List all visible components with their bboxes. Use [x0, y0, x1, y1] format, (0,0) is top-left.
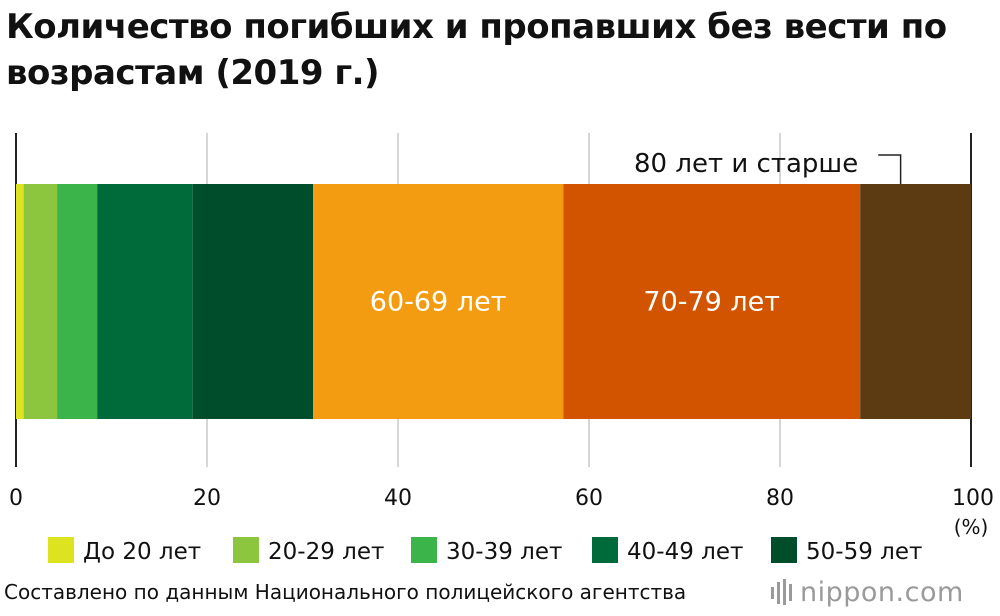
chart-title: Количество погибших и пропавших без вест… — [6, 7, 947, 93]
segment-label: 70-79 лет — [643, 287, 780, 318]
axis-unit: (%) — [954, 515, 989, 539]
legend-label: 50-59 лет — [806, 539, 922, 565]
legend-label: 20-29 лет — [268, 539, 384, 565]
segment-labels: 60-69 лет 70-79 лет 80 лет и старше — [370, 149, 902, 318]
legend: До 20 лет 20-29 лет 30-39 лет 40-49 лет 50-5… — [48, 537, 922, 565]
legend-swatch — [411, 537, 437, 563]
tick-label: 0 — [9, 486, 23, 511]
bar-segment — [23, 184, 58, 419]
bar-segments — [16, 184, 971, 419]
legend-label: 40-49 лет — [627, 539, 743, 565]
legend-swatch — [233, 537, 259, 563]
bar-segment — [57, 184, 98, 419]
legend-swatch — [48, 537, 74, 563]
brand-logo: nippon.com — [770, 576, 964, 608]
legend-label: До 20 лет — [83, 539, 201, 565]
legend-swatch — [592, 537, 618, 563]
tick-label: 40 — [384, 486, 412, 511]
bar-segment — [563, 184, 861, 419]
bar-segment — [313, 184, 564, 419]
x-axis-ticks: 0 20 40 60 80 100 (%) — [9, 486, 994, 539]
tick-label: 60 — [575, 486, 603, 511]
source-note: Составлено по данным Национального полиц… — [4, 580, 687, 604]
callout-label: 80 лет и старше — [634, 149, 858, 179]
bar-segment — [860, 184, 971, 419]
bar-segment — [16, 184, 24, 419]
segment-label: 60-69 лет — [370, 287, 507, 318]
tick-label: 100 — [952, 486, 994, 511]
legend-swatch — [771, 537, 797, 563]
logo-text: nippon.com — [800, 576, 964, 608]
legend-label: 30-39 лет — [446, 539, 562, 565]
tick-label: 80 — [766, 486, 794, 511]
tick-label: 20 — [193, 486, 221, 511]
bar-segment — [192, 184, 314, 419]
callout-line — [878, 154, 902, 184]
bar-segment — [97, 184, 193, 419]
nippon-logo-icon — [771, 579, 792, 605]
